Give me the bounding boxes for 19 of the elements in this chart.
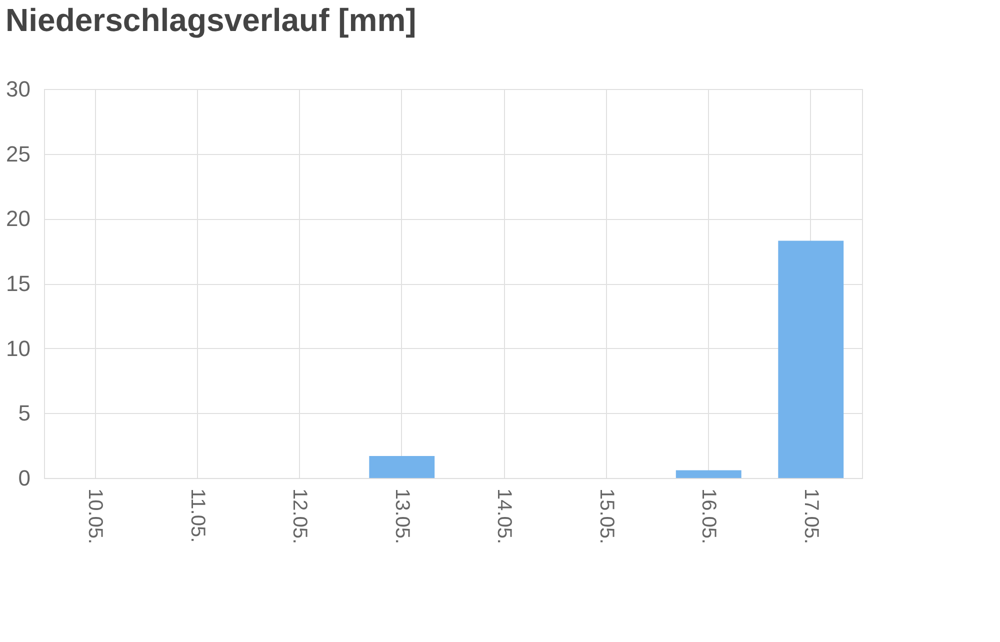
y-tick-label: 15 bbox=[6, 271, 30, 296]
y-tick-label: 10 bbox=[6, 336, 30, 361]
bar bbox=[676, 470, 742, 478]
x-tick-label: 17.05. bbox=[800, 488, 822, 544]
x-tick-label: 11.05. bbox=[186, 488, 208, 543]
x-tick-label: 16.05. bbox=[698, 488, 720, 544]
y-tick-label: 0 bbox=[18, 466, 30, 490]
chart-title: Niederschlagsverlauf [mm] bbox=[6, 2, 416, 38]
x-tick-label: 13.05. bbox=[390, 488, 413, 544]
x-tick-label: 12.05. bbox=[288, 488, 311, 544]
y-tick-label: 25 bbox=[6, 141, 30, 166]
y-tick-label: 5 bbox=[18, 400, 30, 426]
x-tick-label: 15.05. bbox=[595, 488, 618, 544]
bar bbox=[369, 456, 435, 478]
x-tick-label: 14.05. bbox=[493, 488, 516, 544]
y-tick-label: 30 bbox=[6, 76, 30, 102]
y-tick-label: 20 bbox=[6, 206, 30, 232]
x-tick-label: 10.05. bbox=[84, 488, 106, 544]
bar bbox=[778, 240, 844, 478]
